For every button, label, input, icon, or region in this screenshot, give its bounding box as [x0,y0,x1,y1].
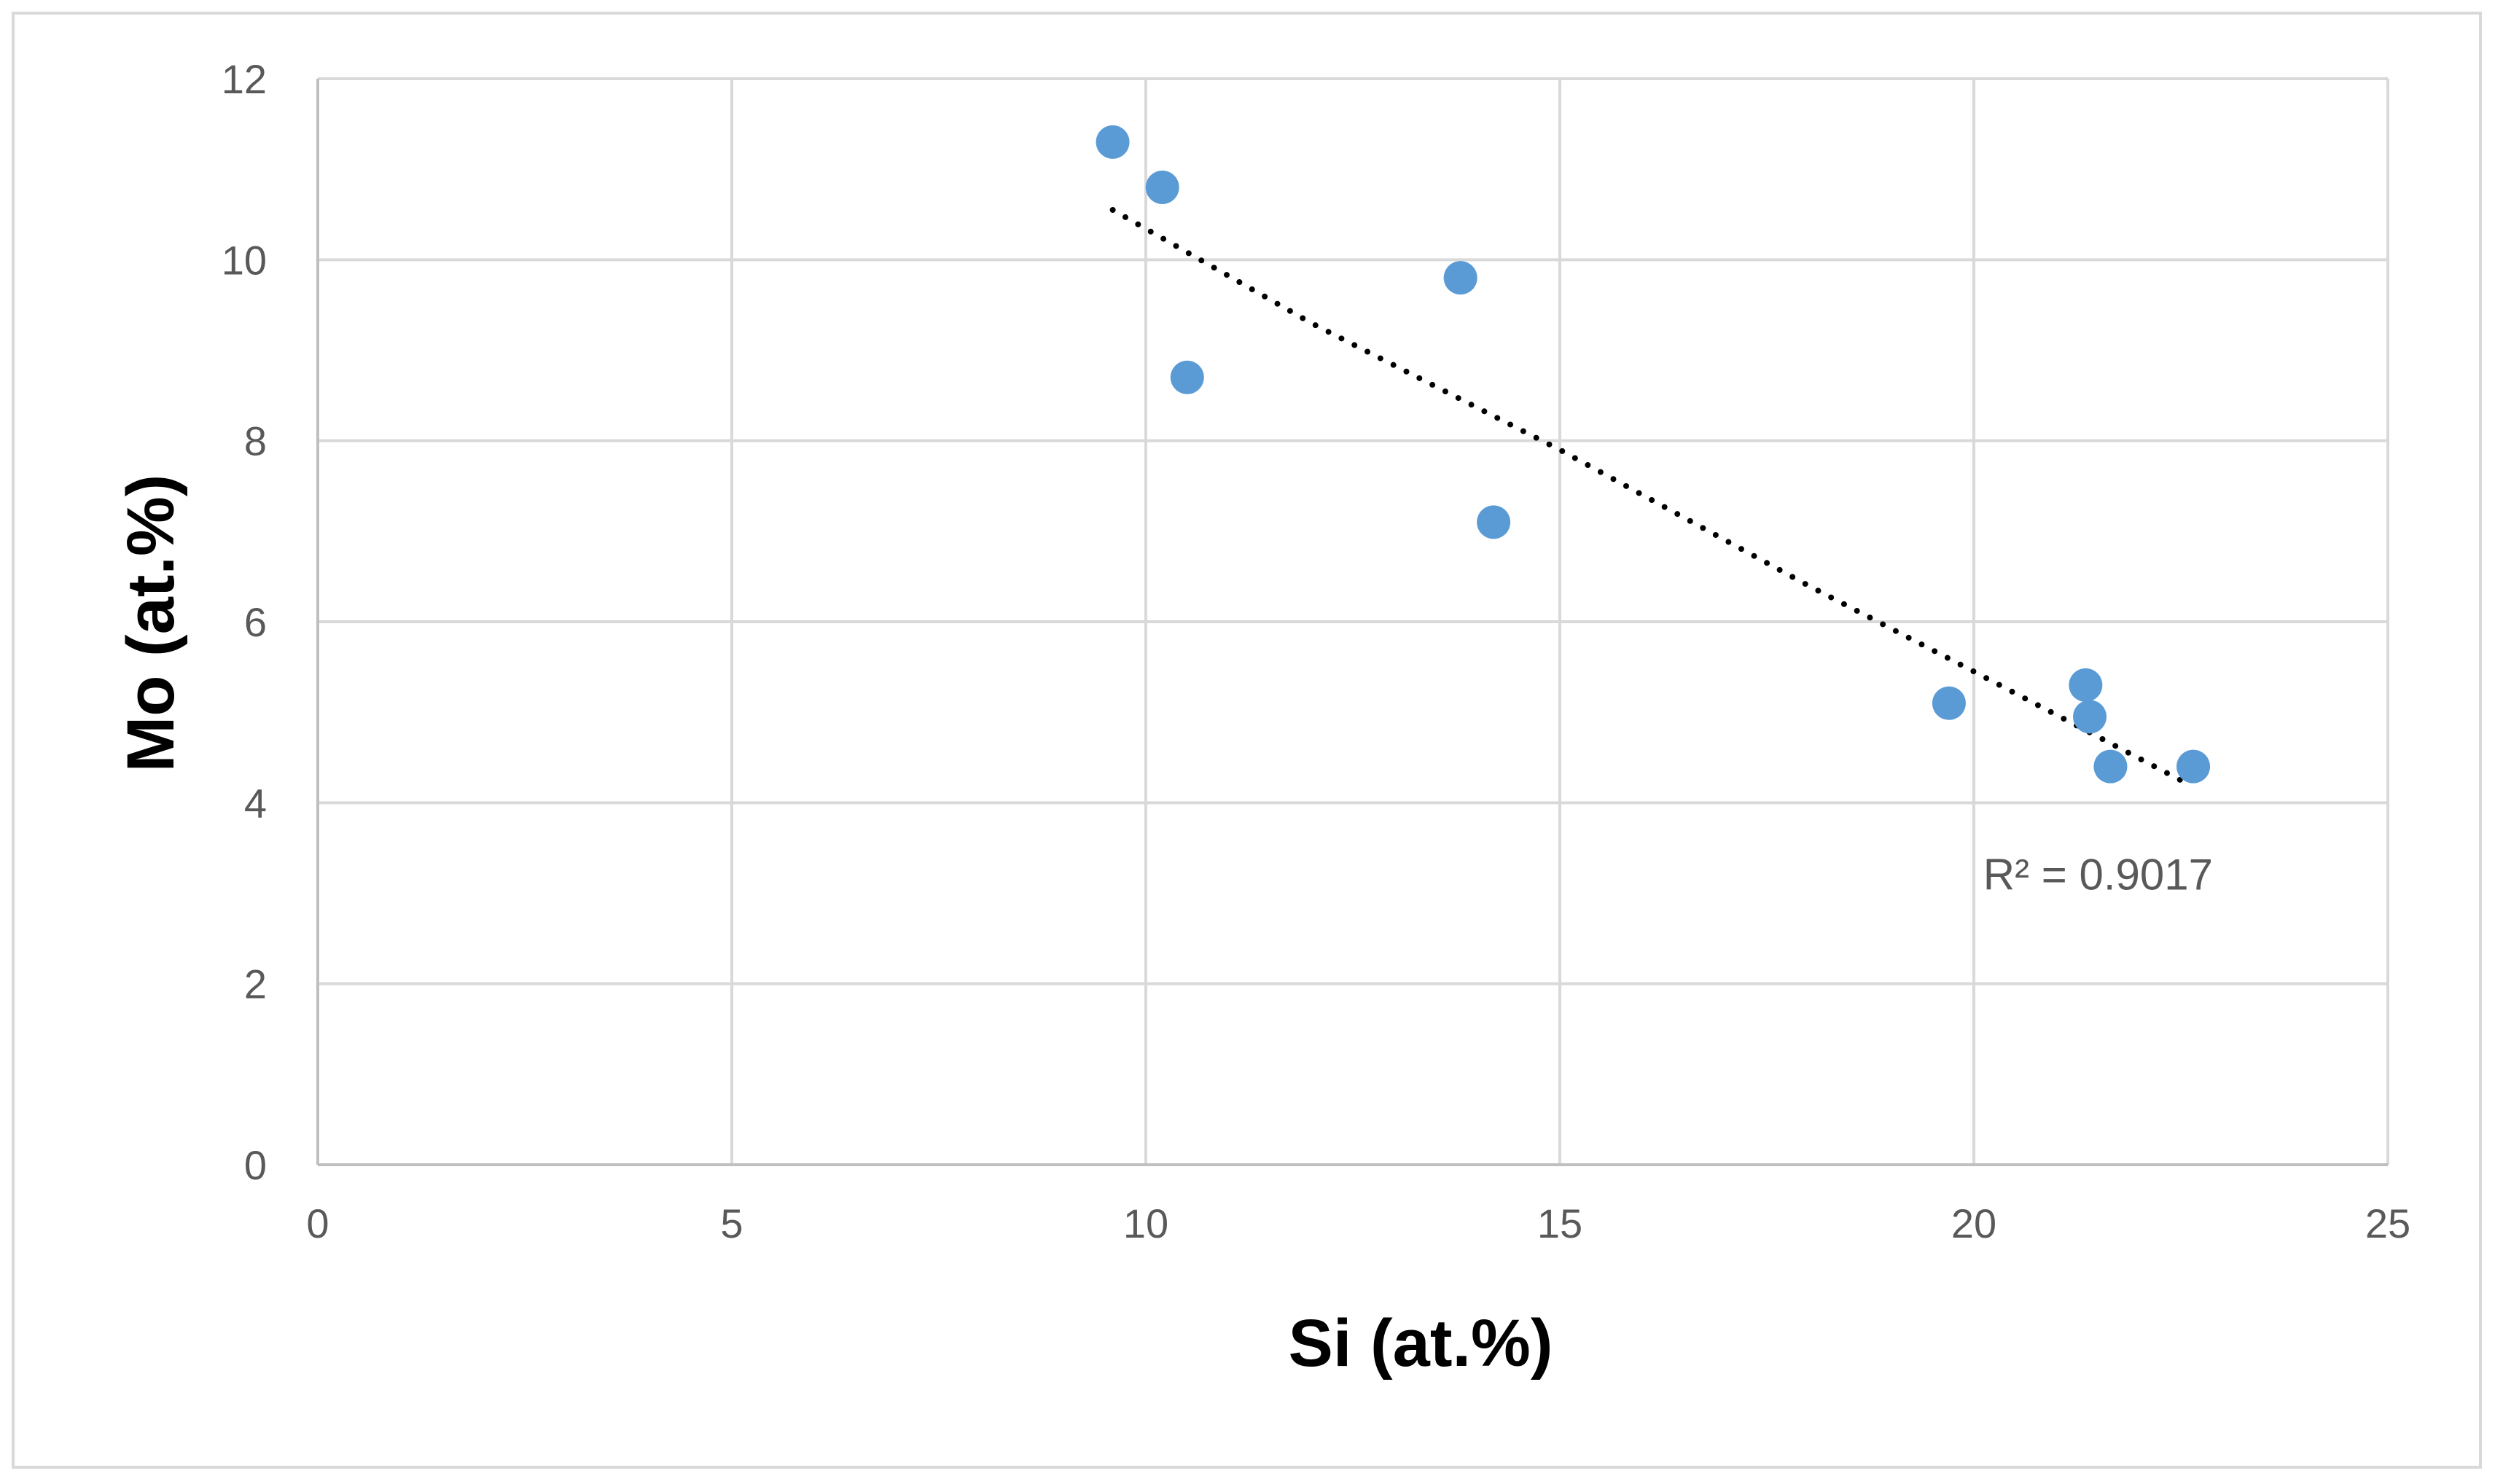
data-point [1145,171,1179,204]
tick-labels: 0 5 10 15 20 25 0 2 4 6 8 10 12 [222,56,2410,1246]
y-tick-label: 8 [244,418,267,464]
trendline-layer [1109,207,2193,788]
y-tick-label: 0 [244,1142,267,1188]
x-tick-label: 5 [720,1200,743,1246]
x-tick-label: 0 [306,1200,329,1246]
y-tick-label: 2 [244,961,267,1007]
trendline [1109,207,2193,788]
data-point [1443,261,1477,295]
data-point [1096,125,1130,159]
y-tick-label: 10 [222,237,267,283]
annotations: R² = 0.9017 [1983,851,2213,899]
y-tick-label: 4 [244,780,267,826]
data-point [1170,360,1204,394]
data-points [1096,125,2211,784]
y-axis-title: Mo (at.%) [114,475,188,773]
x-tick-label: 20 [1951,1200,1996,1246]
x-tick-label: 10 [1123,1200,1168,1246]
data-point [2176,749,2211,784]
x-tick-label: 15 [1537,1200,1582,1246]
data-point [2073,700,2107,734]
r-squared-label: R² = 0.9017 [1983,851,2213,899]
x-axis-title: Si (at.%) [1289,1306,1553,1380]
data-point [2069,668,2103,702]
y-tick-label: 12 [222,56,267,102]
gridlines [318,77,2389,1165]
data-point [2093,749,2128,784]
data-point [1932,686,1966,720]
y-tick-label: 6 [244,599,267,645]
axes [316,79,2388,1166]
data-point [1477,505,1511,539]
x-tick-label: 25 [2365,1200,2410,1246]
chart-border [12,12,2482,1469]
